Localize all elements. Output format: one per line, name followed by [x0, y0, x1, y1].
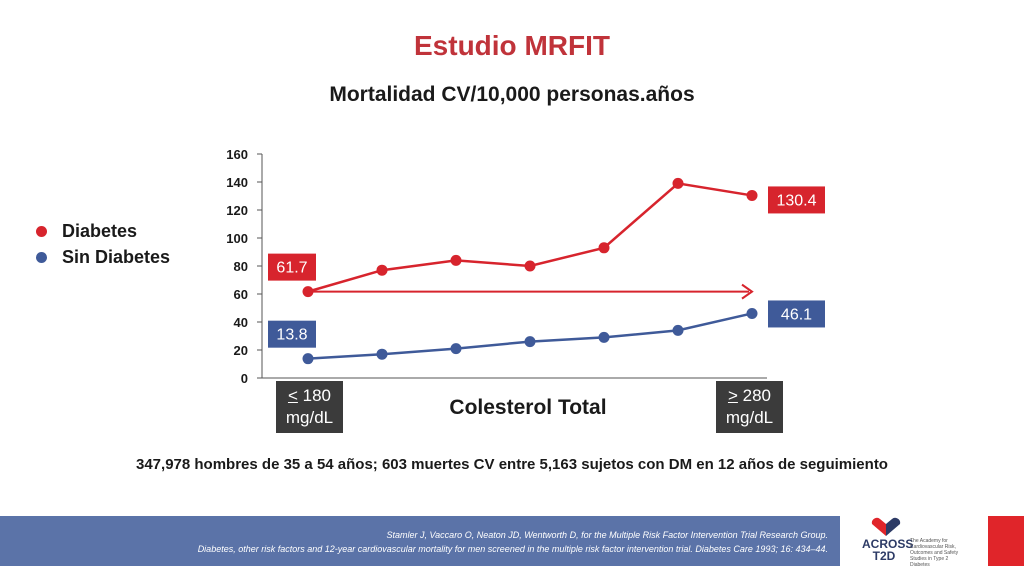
series-line-sin-diabetes: [307, 312, 753, 360]
data-label-box-sin-diabetes: [268, 320, 316, 348]
y-tick-label: 80: [234, 259, 248, 274]
citation-line-1: Stamler J, Vaccaro O, Neaton JD, Wentwor…: [386, 530, 829, 540]
citation-footer: Stamler J, Vaccaro O, Neaton JD, Wentwor…: [0, 516, 840, 566]
legend-dot-sin-diabetes: [36, 251, 47, 263]
slide-title: Estudio MRFIT: [414, 30, 610, 61]
x-category-low-unit: mg/dL: [285, 408, 334, 427]
data-point-diabetes: [746, 189, 758, 201]
x-category-high: > 280 mg/dL: [716, 381, 783, 433]
logo-name: ACROSS T2D: [862, 538, 913, 563]
logo-name-line-2: T2D: [872, 549, 896, 563]
y-tick-label: 140: [226, 175, 248, 190]
legend-label-diabetes: Diabetes: [62, 220, 138, 241]
logo-blurb: The Academy for Cardiovascular Risk, Out…: [910, 538, 959, 568]
data-point-sin-diabetes: [598, 331, 610, 343]
x-category-high-sign: >: [727, 386, 738, 405]
x-category-low: < 180 mg/dL: [276, 381, 343, 433]
across-t2d-logo: ACROSS T2D The Academy for Cardiovascula…: [862, 516, 962, 568]
y-tick-label: 0: [241, 371, 248, 386]
data-label-box-sin-diabetes: [768, 300, 825, 328]
data-point-sin-diabetes: [302, 353, 314, 365]
y-tick-label: 20: [234, 343, 248, 358]
legend-item-sin-diabetes: Sin Diabetes: [36, 244, 170, 270]
chart-axes: 0 20 40 60 80 100 120 140 160: [226, 147, 767, 386]
corner-accent-block: [988, 516, 1024, 566]
data-point-sin-diabetes: [524, 336, 536, 348]
citation-text: Stamler J, Vaccaro O, Neaton JD, Wentwor…: [198, 528, 828, 556]
x-category-high-unit: mg/dL: [725, 408, 774, 427]
heart-logo-icon: [871, 517, 901, 536]
data-point-diabetes: [524, 260, 536, 272]
y-tick-label: 120: [226, 203, 248, 218]
legend-item-diabetes: Diabetes: [36, 218, 170, 244]
y-tick-label: 40: [234, 315, 248, 330]
data-point-sin-diabetes: [672, 324, 684, 336]
data-label-diabetes: 130.4: [776, 192, 816, 209]
study-note: 347,978 hombres de 35 a 54 años; 603 mue…: [136, 456, 888, 473]
reference-arrow: [308, 283, 754, 300]
x-axis-label: Colesterol Total: [449, 396, 607, 419]
legend-label-sin-diabetes: Sin Diabetes: [62, 246, 171, 267]
chart-lines: [302, 177, 758, 365]
x-category-high-value: 280: [742, 386, 772, 405]
data-point-diabetes: [302, 286, 314, 298]
data-point-sin-diabetes: [376, 348, 388, 360]
series-line-diabetes: [307, 182, 753, 293]
data-point-sin-diabetes: [746, 307, 758, 319]
chart-subtitle: Mortalidad CV/10,000 personas.años: [329, 83, 695, 106]
data-label-box-diabetes: [768, 186, 825, 214]
data-label-box-diabetes: [268, 253, 316, 281]
chart-legend: Diabetes Sin Diabetes: [36, 218, 170, 270]
data-point-sin-diabetes: [450, 343, 462, 355]
reference-arrow-head: [741, 283, 754, 300]
data-label-sin-diabetes: 46.1: [781, 306, 812, 323]
data-point-diabetes: [376, 264, 388, 276]
data-label-sin-diabetes: 13.8: [276, 327, 307, 344]
data-labels: 61.7 130.4 13.8 46.1: [268, 186, 825, 348]
x-category-low-sign: <: [287, 386, 298, 405]
y-tick-label: 60: [234, 287, 248, 302]
y-tick-label: 160: [226, 147, 248, 162]
legend-dot-diabetes: [36, 225, 47, 237]
y-tick-label: 100: [226, 231, 248, 246]
data-point-diabetes: [672, 177, 684, 189]
logo-name-line-1: ACROSS: [862, 537, 914, 551]
citation-line-2: Diabetes, other risk factors and 12-year…: [197, 544, 828, 554]
data-label-diabetes: 61.7: [276, 260, 307, 277]
x-category-low-value: 180: [302, 386, 332, 405]
data-point-diabetes: [450, 254, 462, 266]
data-point-diabetes: [598, 242, 610, 254]
